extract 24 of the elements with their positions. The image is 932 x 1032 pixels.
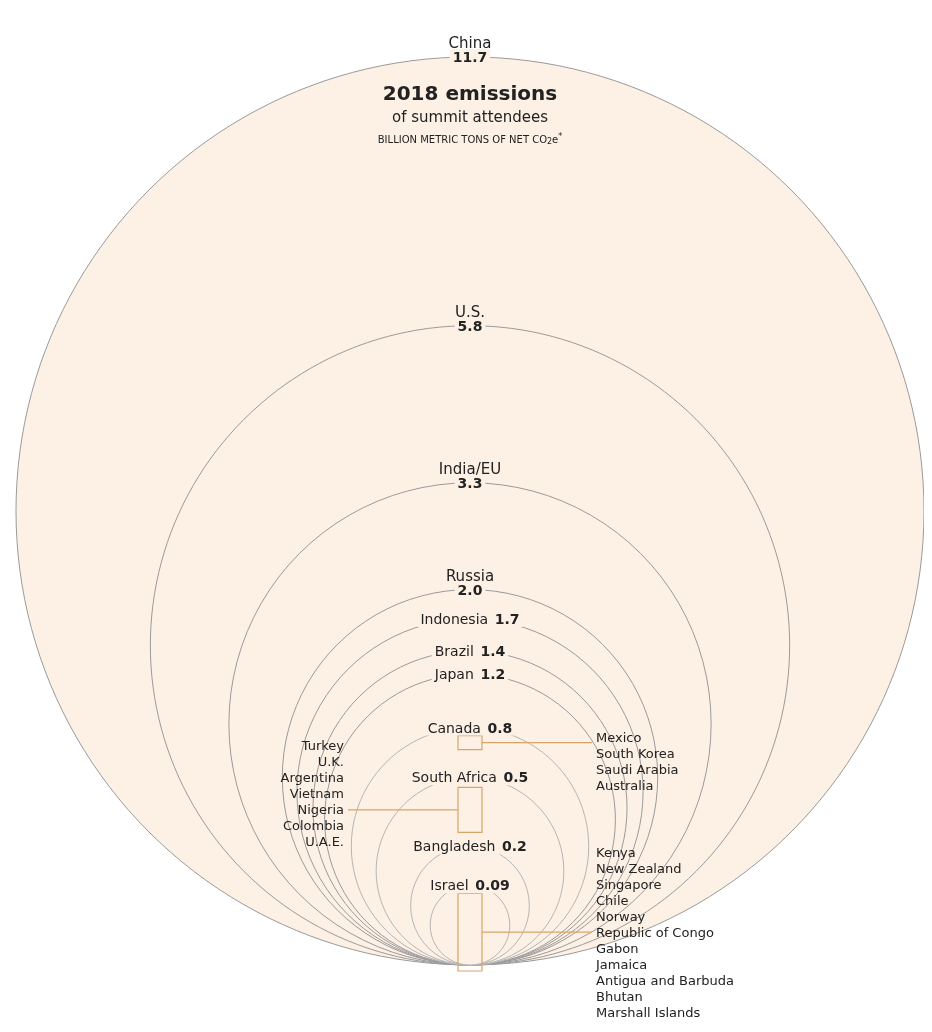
category-label: Brazil <box>434 642 474 659</box>
data-label: 11.7 <box>452 49 488 65</box>
data-label: 1.4 <box>480 642 506 659</box>
category-label: China <box>448 34 492 52</box>
category-label: Japan <box>433 666 474 683</box>
data-label: 0.8 <box>487 719 513 736</box>
data-label: 2.0 <box>457 581 483 598</box>
category-label: Indonesia <box>420 610 489 627</box>
text: Turkey U.K. Argentina Vietnam Nigeria Colombia U.A.E. <box>280 738 345 850</box>
data-label: 0.2 <box>501 838 527 855</box>
text: Mexico South Korea Saudi Arabia Australia <box>596 730 679 794</box>
data-label: 0.5 <box>503 769 529 786</box>
data-label: 3.3 <box>457 474 483 491</box>
text: Kenya New Zealand Singapore Chile Norway Republic of Congo Gabon Jamaica Antigua and Barbuda Bhutan Marshall Islands <box>596 844 734 1020</box>
data-label: 0.09 <box>475 877 510 894</box>
category-label: Canada <box>427 719 481 736</box>
text: 2018 emissions <box>382 81 558 105</box>
category-label: Bangladesh <box>413 838 496 855</box>
category-label: South Africa <box>411 769 497 786</box>
data-label: 5.8 <box>457 317 483 334</box>
category-label: Israel <box>430 877 469 894</box>
data-label: 1.7 <box>494 610 520 627</box>
text: of summit attendees <box>391 108 549 126</box>
data-label: 1.2 <box>480 666 506 683</box>
